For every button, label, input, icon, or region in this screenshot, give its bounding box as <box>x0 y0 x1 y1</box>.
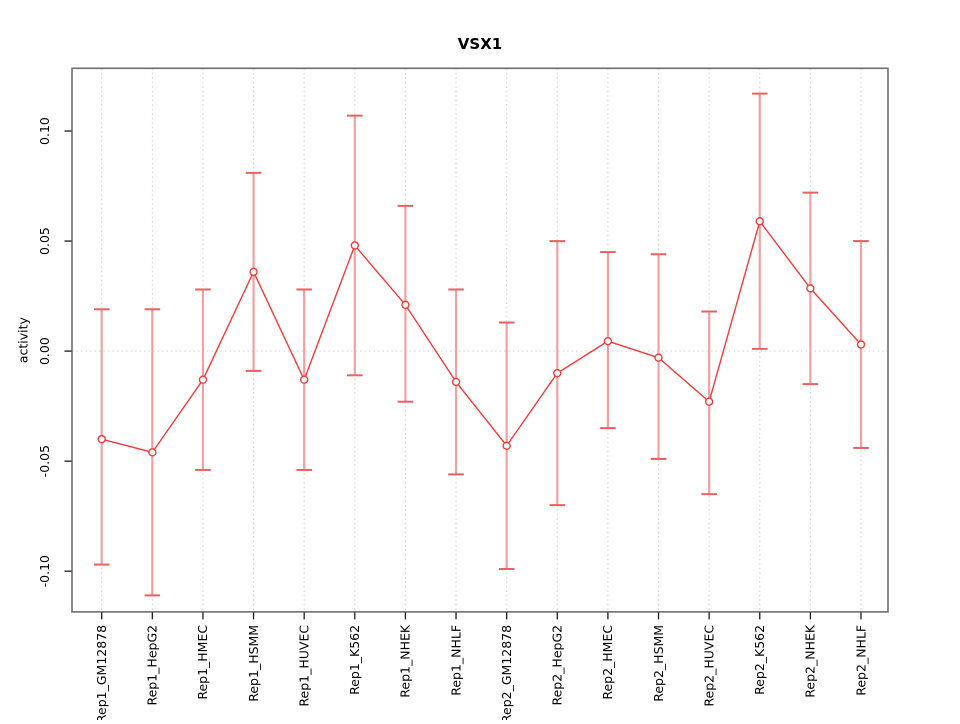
y-axis-label: activity <box>16 316 31 363</box>
data-point <box>299 375 309 384</box>
y-tick-label: 0.10 <box>37 117 52 145</box>
chart-title: VSX1 <box>458 35 502 53</box>
x-tick-label: Rep1_K562 <box>347 625 362 695</box>
x-tick-label: Rep2_HUVEC <box>701 625 716 707</box>
series-line <box>101 219 862 454</box>
x-tick-label: Rep1_NHLF <box>448 625 463 696</box>
x-tick-label: Rep1_GM12878 <box>94 625 109 720</box>
x-tick-label: Rep2_HMEC <box>600 625 615 700</box>
data-point <box>198 375 208 384</box>
plot-border <box>71 67 889 613</box>
x-tick-label: Rep1_HMEC <box>195 625 210 700</box>
data-point <box>553 368 562 378</box>
x-tick-label: Rep2_NHLF <box>853 625 868 696</box>
data-point <box>350 241 359 250</box>
data-point <box>654 353 663 362</box>
y-tick-label: -0.05 <box>37 445 52 477</box>
data-point <box>451 377 461 387</box>
x-tick-label: Rep1_HSMM <box>246 625 261 702</box>
data-point <box>148 448 157 457</box>
x-tick-label: Rep2_GM12878 <box>499 625 514 720</box>
y-tick-label: 0.00 <box>37 337 52 365</box>
x-tick-label: Rep2_NHEK <box>803 624 818 698</box>
y-tick-label: -0.10 <box>37 555 52 587</box>
x-tick-label: Rep1_NHEK <box>398 624 413 698</box>
data-point <box>755 217 764 226</box>
data-point <box>401 300 410 310</box>
data-point <box>603 337 613 346</box>
data-point <box>856 340 866 349</box>
data-point <box>704 397 714 406</box>
data-point <box>97 434 106 444</box>
data-point <box>249 267 258 277</box>
x-tick-label: Rep2_HepG2 <box>550 625 565 706</box>
data-point <box>502 441 511 450</box>
x-tick-label: Rep2_K562 <box>752 625 767 695</box>
x-tick-label: Rep1_HUVEC <box>296 625 311 707</box>
x-tick-label: Rep1_HepG2 <box>145 625 160 706</box>
x-tick-label: Rep2_HSMM <box>651 625 666 702</box>
y-tick-label: 0.05 <box>37 227 52 255</box>
data-point <box>806 284 815 293</box>
